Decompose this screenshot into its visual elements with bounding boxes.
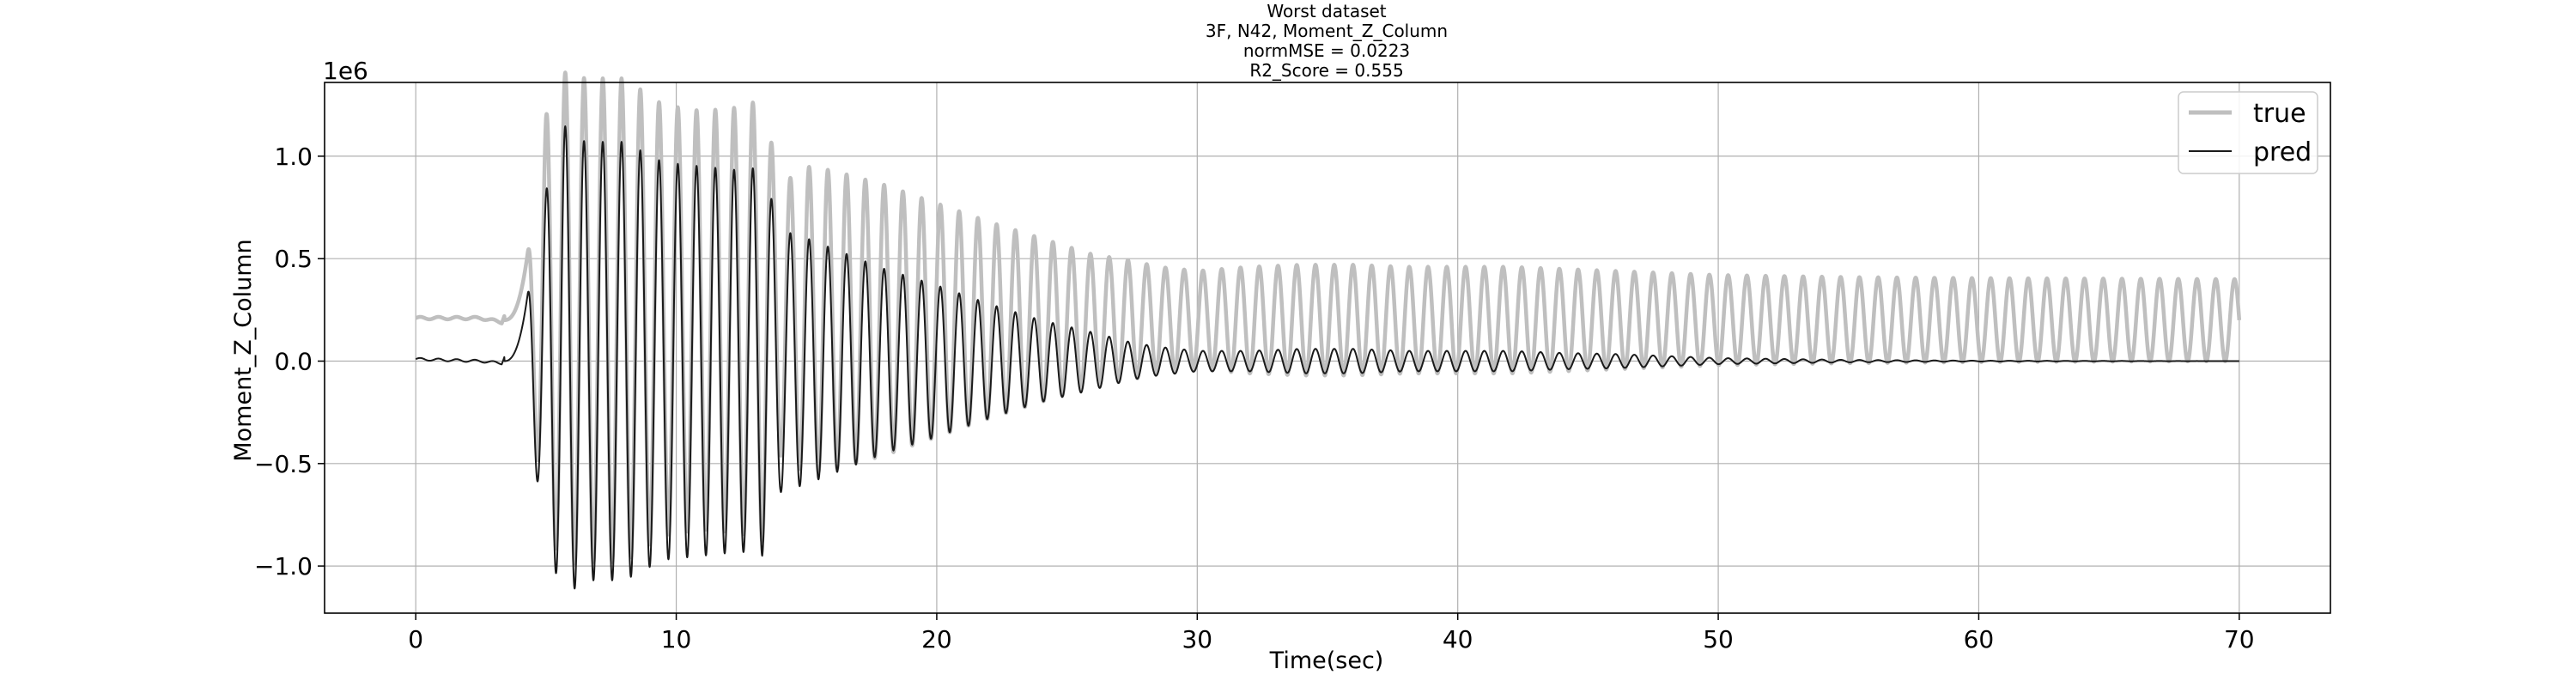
- x-axis: 0 10 20 30 40 50 60 70: [408, 613, 2255, 654]
- legend: true pred: [2178, 91, 2318, 174]
- y-offset-text: 1e6: [323, 57, 368, 85]
- plot-frame: [324, 82, 2331, 614]
- x-tick-label: 60: [1964, 625, 1995, 654]
- chart-title: Worst dataset 3F, N42, Moment_Z_Column n…: [1206, 1, 1448, 81]
- y-tick-label: 0.5: [274, 245, 313, 273]
- title-line-3: normMSE = 0.0223: [1243, 40, 1410, 61]
- y-axis: −1.0 −0.5 0.0 0.5 1.0: [254, 143, 325, 581]
- legend-label-pred: pred: [2253, 137, 2312, 167]
- y-tick-label: 0.0: [274, 348, 313, 376]
- title-line-2: 3F, N42, Moment_Z_Column: [1206, 21, 1448, 41]
- x-tick-label: 20: [921, 625, 952, 654]
- series-line-pred: [415, 125, 2240, 590]
- x-tick-label: 70: [2224, 625, 2255, 654]
- y-tick-label: −1.0: [254, 552, 313, 581]
- title-line-4: R2_Score = 0.555: [1249, 60, 1403, 81]
- x-tick-label: 30: [1182, 625, 1212, 654]
- x-tick-label: 40: [1443, 625, 1473, 654]
- y-tick-label: −0.5: [254, 450, 313, 478]
- x-tick-label: 10: [661, 625, 692, 654]
- series-layer: [414, 70, 2242, 590]
- x-tick-label: 50: [1703, 625, 1734, 654]
- y-tick-label: 1.0: [274, 143, 313, 171]
- x-axis-label: Time(sec): [1269, 647, 1384, 674]
- title-line-1: Worst dataset: [1267, 1, 1386, 21]
- x-tick-label: 0: [408, 625, 423, 654]
- y-axis-label: Moment_Z_Column: [230, 239, 257, 461]
- legend-label-true: true: [2253, 99, 2306, 129]
